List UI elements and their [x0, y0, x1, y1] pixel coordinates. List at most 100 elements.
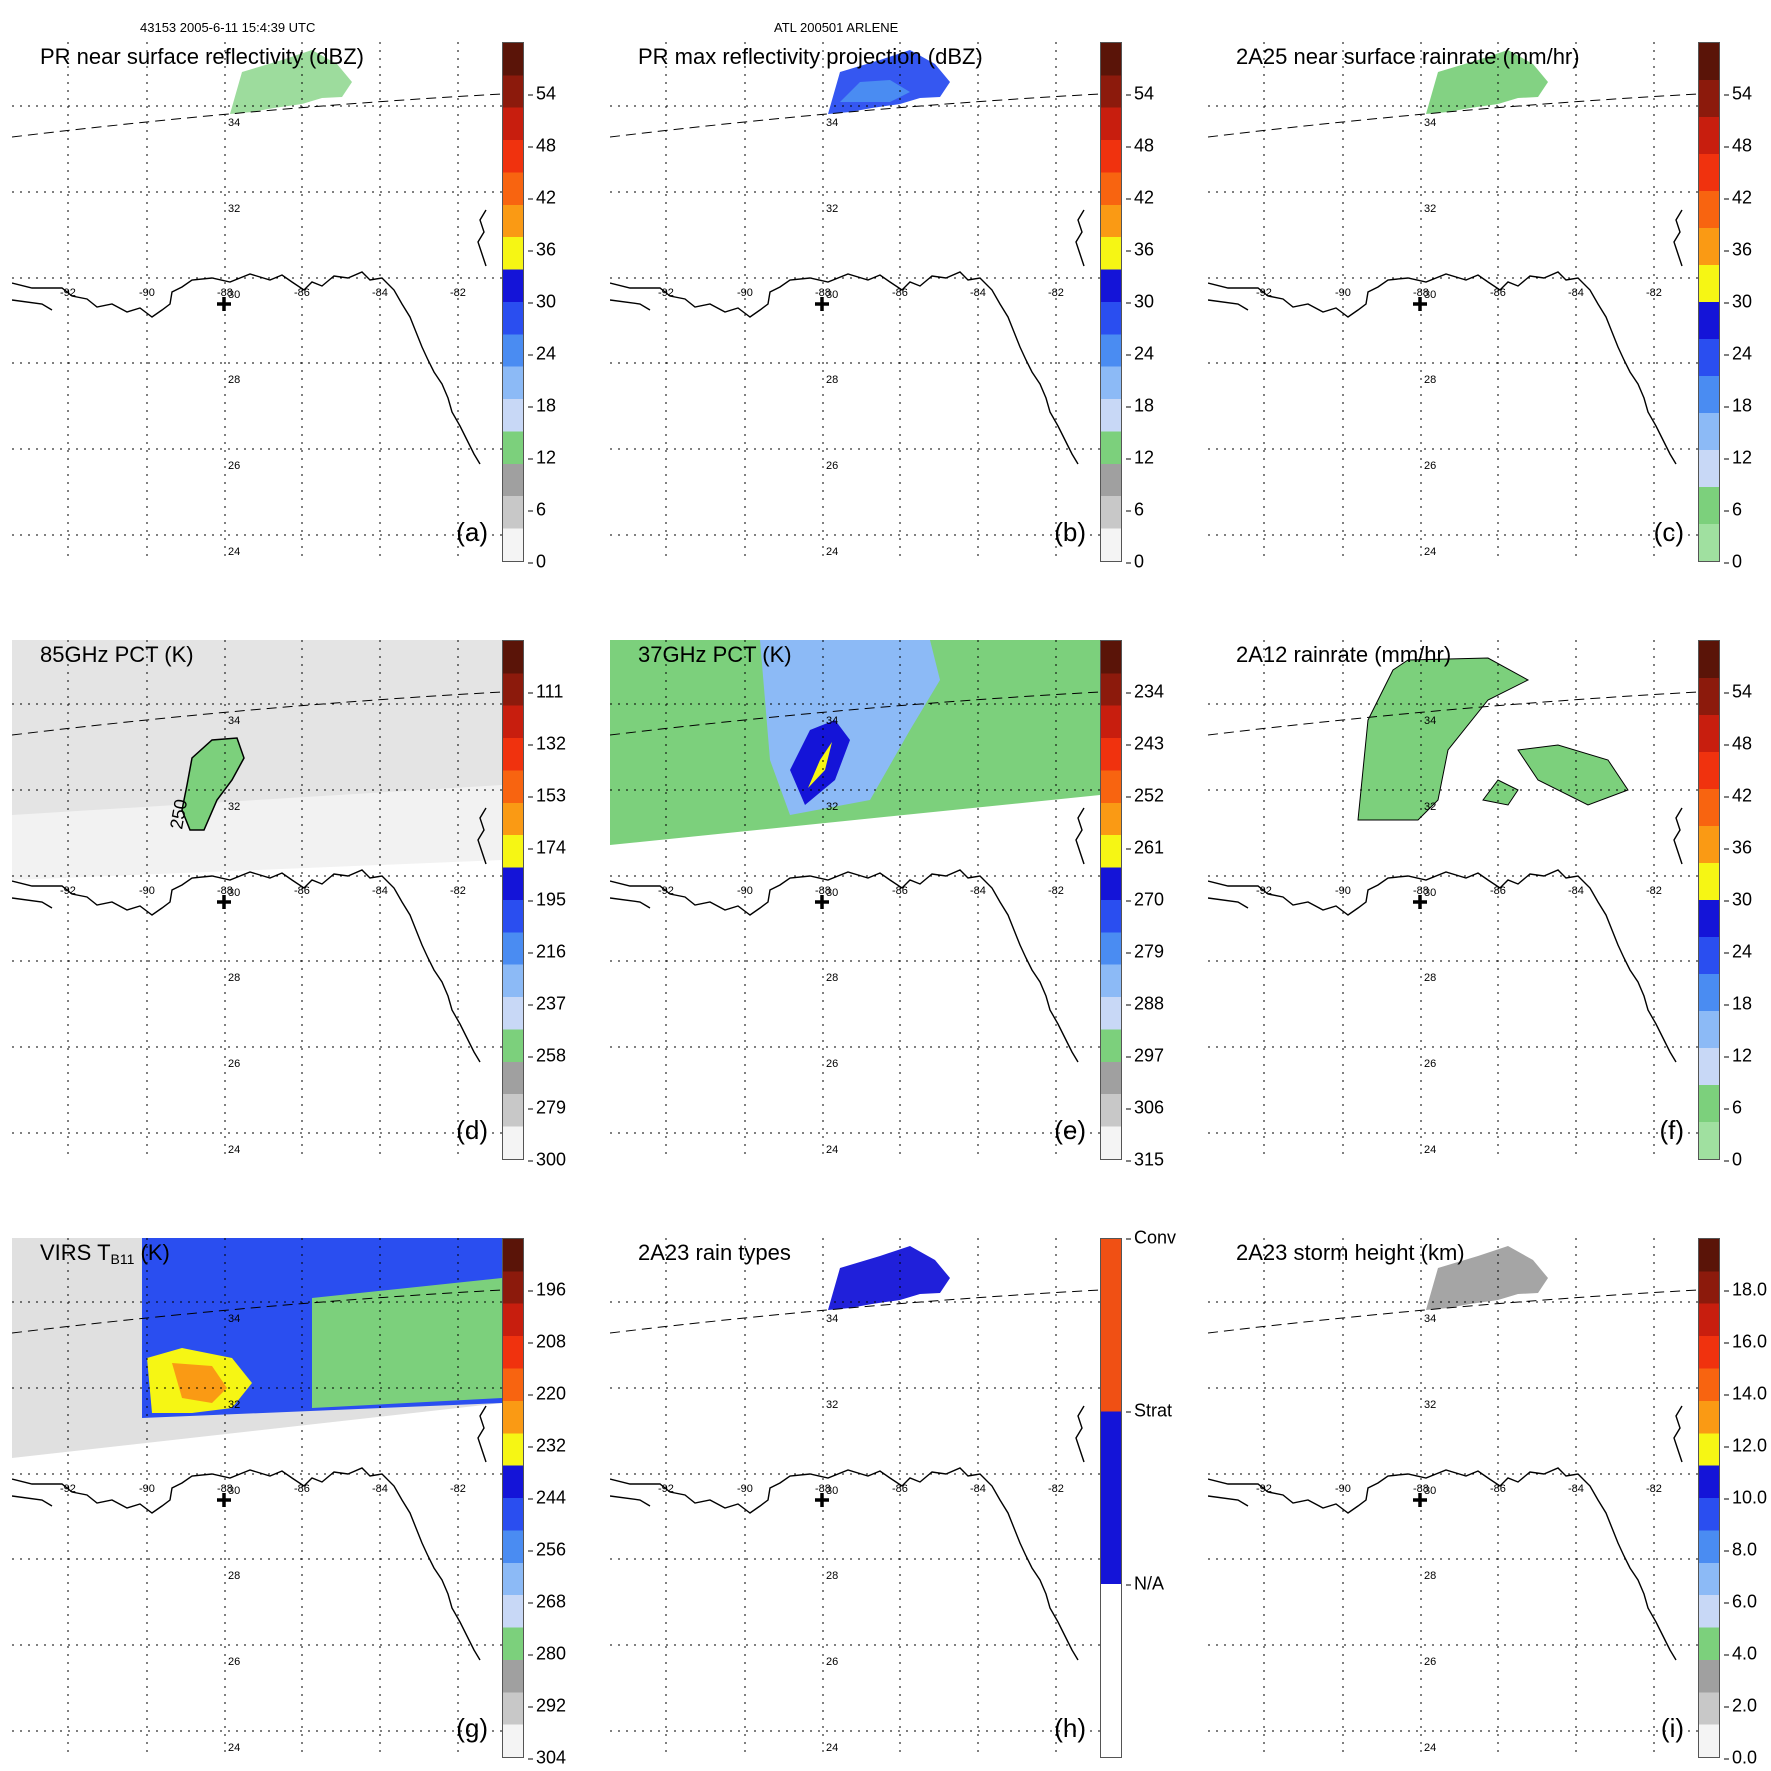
- coastline: [1208, 271, 1677, 465]
- colorbar-tick-label: 24: [527, 343, 557, 364]
- colorbar: [502, 640, 524, 1160]
- precip-area: [1426, 50, 1548, 114]
- coastline: [12, 869, 481, 1063]
- map-area: -92 -90 -88 -86 -84 -82 34 32 30 28 26 24: [610, 1238, 1100, 1758]
- colorbar: [1698, 1238, 1720, 1758]
- lat-label: 32: [826, 203, 838, 215]
- coastline: [610, 1467, 1079, 1661]
- lon-label: -88: [217, 1483, 233, 1495]
- coastline: [610, 271, 1079, 465]
- colorbar-tick-label: 30: [1723, 291, 1753, 312]
- lon-label: -90: [139, 287, 155, 299]
- lat-label: 30: [1424, 289, 1436, 301]
- map-svg: -92 -90 -88 -86 -84 -82 34 32 30 28 26 24: [610, 42, 1100, 562]
- lon-label: -84: [970, 1483, 986, 1495]
- lat-label: 32: [228, 203, 240, 215]
- lon-label: -86: [294, 287, 310, 299]
- lon-label: -82: [1646, 885, 1662, 897]
- colorbar-tick-label: 220: [527, 1383, 567, 1404]
- colorbar-tick-label: 288: [1125, 993, 1165, 1014]
- storm-center-marker: [217, 1493, 231, 1507]
- panel-label: (e): [1054, 1115, 1086, 1145]
- map-svg: -92 -90 -88 -86 -84 -82 34 32 30 28 26 24: [610, 1238, 1100, 1758]
- lon-label: -90: [139, 1483, 155, 1495]
- lon-label: -86: [1490, 287, 1506, 299]
- panel-label: (b): [1054, 517, 1086, 547]
- lat-label: 24: [826, 1742, 838, 1754]
- colorbar-tick-label: 268: [527, 1591, 567, 1612]
- colorbar: [1100, 640, 1122, 1160]
- lat-label: 24: [1424, 1742, 1436, 1754]
- storm-center-marker: [815, 895, 829, 909]
- colorbar-tick-label: 279: [1125, 941, 1165, 962]
- colorbar-tick-label: 24: [1125, 343, 1155, 364]
- colorbar-tick-label: 30: [1125, 291, 1155, 312]
- storm-center-marker: [1413, 895, 1427, 909]
- storm-center-marker: [1413, 1493, 1427, 1507]
- colorbar-tick-label: 10.0: [1723, 1487, 1768, 1508]
- colorbar-tick-label: 6: [527, 499, 547, 520]
- lat-label: 26: [228, 460, 240, 472]
- precip-core: [840, 80, 910, 102]
- colorbar-tick-label: 36: [1723, 837, 1753, 858]
- colorbar-tick-label: 54: [1125, 83, 1155, 104]
- colorbar: [1698, 640, 1720, 1160]
- colorbar-tick-label: 258: [527, 1045, 567, 1066]
- lon-label: -86: [294, 885, 310, 897]
- lat-label: 28: [826, 1570, 838, 1582]
- lon-label: -88: [1413, 885, 1429, 897]
- lat-label: 34: [826, 715, 838, 727]
- storm-name-header: ATL 200501 ARLENE: [774, 20, 899, 35]
- lat-label: 30: [826, 887, 838, 899]
- lat-label: 24: [1424, 1144, 1436, 1156]
- colorbar-tick-label: 280: [527, 1643, 567, 1664]
- rain-area: [1357, 657, 1530, 821]
- panel-label: (d): [456, 1115, 488, 1145]
- lat-label: 30: [228, 887, 240, 899]
- panel-label: (i): [1660, 1713, 1684, 1743]
- panel-label: (f): [1659, 1115, 1684, 1145]
- colorbar-tick-label: 244: [527, 1487, 567, 1508]
- panel-title: VIRS TB11 (K): [40, 1240, 170, 1267]
- colorbar-tick-label: 12: [1723, 447, 1753, 468]
- swath-edge-line: [610, 93, 1100, 138]
- colorbar-tick-label: 315: [1125, 1149, 1165, 1170]
- lon-label: -84: [372, 287, 388, 299]
- lat-label: 24: [228, 546, 240, 558]
- lat-label: 32: [228, 1399, 240, 1411]
- lon-label: -82: [450, 287, 466, 299]
- lat-label: 30: [1424, 887, 1436, 899]
- map-panel-g: -92 -90 -88 -86 -84 -82 34 32 30 28 26 24 VIRS TB11 …: [12, 1238, 566, 1768]
- lon-label: -86: [1490, 885, 1506, 897]
- colorbar-tick-label: N/A: [1125, 1573, 1165, 1594]
- lon-label: -84: [372, 885, 388, 897]
- lon-label: -82: [1646, 287, 1662, 299]
- colorbar-tick-label: 6: [1723, 499, 1743, 520]
- lon-label: -90: [737, 885, 753, 897]
- coastline: [12, 1467, 481, 1661]
- colorbar-tick-label: 2.0: [1723, 1695, 1758, 1716]
- colorbar-tick-label: Strat: [1125, 1400, 1173, 1421]
- map-area: -92 -90 -88 -86 -84 -82 34 32 30 28 26 24: [1208, 1238, 1698, 1758]
- lat-label: 26: [228, 1058, 240, 1070]
- colorbar-tick-label: 12: [1723, 1045, 1753, 1066]
- panel-title: 2A12 rainrate (mm/hr): [1236, 642, 1452, 667]
- lon-label: -92: [658, 1483, 674, 1495]
- colorbar-tick-label: 18: [527, 395, 557, 416]
- colorbar-tick-label: 132: [527, 733, 567, 754]
- colorbar: [502, 42, 524, 562]
- lat-label: 32: [228, 801, 240, 813]
- storm-center-marker: [217, 895, 231, 909]
- lat-label: 24: [228, 1742, 240, 1754]
- colorbar-tick-label: 36: [527, 239, 557, 260]
- lat-label: 28: [1424, 374, 1436, 386]
- colorbar-tick-label: 252: [1125, 785, 1165, 806]
- lon-label: -92: [60, 885, 76, 897]
- map-panel-b: -92 -90 -88 -86 -84 -82 34 32 30 28 26 24 PR max ref…: [610, 42, 1154, 572]
- colorbar-tick-label: 42: [1723, 187, 1753, 208]
- lat-label: 32: [826, 801, 838, 813]
- colorbar-tick-label: 54: [1723, 681, 1753, 702]
- map-svg: -92 -90 -88 -86 -84 -82 34 32 30 28 26 24: [1208, 640, 1698, 1160]
- lon-label: -90: [139, 885, 155, 897]
- map-area: -92 -90 -88 -86 -84 -82 34 32 30 28 26 24: [610, 42, 1100, 562]
